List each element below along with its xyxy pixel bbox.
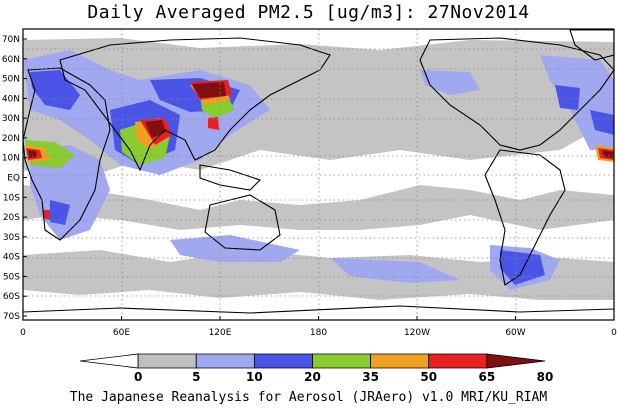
legend-label: 35 bbox=[362, 370, 379, 384]
lat-label: 10N bbox=[2, 154, 20, 164]
legend-swatch bbox=[253, 353, 313, 369]
lat-label: 50N bbox=[2, 75, 20, 85]
lat-label: 10S bbox=[3, 193, 20, 203]
longitude-labels: 0 60E 120E 180 120W 60W 0 bbox=[20, 316, 617, 338]
lat-label: EQ bbox=[7, 174, 20, 184]
pm25-field bbox=[23, 38, 614, 300]
legend-swatch bbox=[137, 353, 197, 369]
lon-label: 0 bbox=[611, 328, 617, 338]
lat-label: 70S bbox=[3, 312, 20, 322]
legend-swatch bbox=[312, 353, 372, 369]
lat-label: 50S bbox=[3, 272, 20, 282]
legend-label: 5 bbox=[192, 370, 200, 384]
lon-label: 0 bbox=[20, 328, 26, 338]
latitude-labels: 70N 60N 50N 40N 30N 20N 10N EQ 10S 20S 30S 40S 50S 60… bbox=[2, 35, 27, 322]
map-title: Daily Averaged PM2.5 [ug/m3]: 27Nov2014 bbox=[87, 2, 530, 23]
legend-swatch bbox=[195, 353, 255, 369]
legend-label: 65 bbox=[479, 370, 496, 384]
lat-label: 20S bbox=[3, 213, 20, 223]
lon-label: 120W bbox=[404, 328, 430, 338]
lon-label: 120E bbox=[209, 328, 232, 338]
legend-swatch bbox=[79, 353, 139, 369]
map-gridlines bbox=[23, 29, 614, 320]
legend-swatch bbox=[428, 353, 488, 369]
credit-line: The Japanese Reanalysis for Aerosol (JRA… bbox=[69, 390, 548, 405]
lon-label: 60E bbox=[113, 328, 130, 338]
lat-label: 30N bbox=[2, 114, 20, 124]
colorbar-legend: 0 5 10 20 35 50 65 80 bbox=[79, 353, 554, 384]
pm25-level-80-plus bbox=[28, 82, 614, 158]
legend-swatch bbox=[486, 353, 546, 369]
coastlines bbox=[23, 29, 614, 314]
lat-label: 60S bbox=[3, 292, 20, 302]
lat-label: 40N bbox=[2, 94, 20, 104]
legend-label: 0 bbox=[134, 370, 142, 384]
lon-label: 180 bbox=[310, 328, 327, 338]
legend-swatch bbox=[370, 353, 430, 369]
lat-label: 40S bbox=[3, 253, 20, 263]
lat-label: 30S bbox=[3, 233, 20, 243]
legend-label: 20 bbox=[304, 370, 321, 384]
lon-label: 60W bbox=[505, 328, 525, 338]
lat-label: 70N bbox=[2, 35, 20, 45]
legend-label: 80 bbox=[537, 370, 554, 384]
lat-label: 60N bbox=[2, 55, 20, 65]
legend-label: 50 bbox=[420, 370, 437, 384]
lat-label: 20N bbox=[2, 134, 20, 144]
legend-label: 10 bbox=[246, 370, 263, 384]
